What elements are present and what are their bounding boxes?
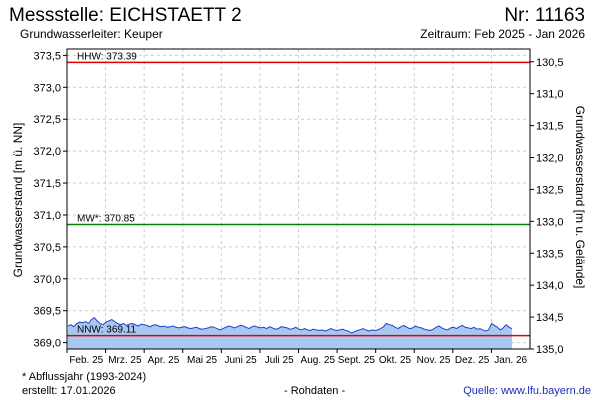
left-tick-label: 372,0: [33, 146, 61, 158]
right-tick-label: 132,5: [536, 184, 564, 196]
period-label: Zeitraum: Feb 2025 - Jan 2026: [420, 27, 585, 41]
right-tick-label: 132,0: [536, 153, 564, 165]
right-tick-label: 130,5: [536, 57, 564, 69]
x-tick-label: Aug. 25: [301, 355, 336, 366]
reference-lines: HHW: 373.39 MW*: 370.85 NNW: 369.11: [67, 51, 530, 337]
left-tick-label: 371,5: [33, 178, 61, 190]
level-area: [68, 317, 512, 349]
data-state-label: - Rohdaten -: [284, 385, 346, 397]
right-tick-label: 133,5: [536, 248, 564, 260]
right-tick-label: 134,0: [536, 280, 564, 292]
level-line: [67, 317, 513, 334]
x-tick-label: Apr. 25: [148, 355, 180, 366]
x-tick-label: Nov. 25: [417, 355, 451, 366]
left-tick-label: 369,5: [33, 306, 61, 318]
source-label: Quelle:: [463, 385, 499, 397]
left-tick-label: 370,5: [33, 242, 61, 254]
right-tick-label: 131,5: [536, 121, 564, 133]
x-tick-label: Juli 25: [265, 355, 294, 366]
grid: [67, 49, 530, 349]
left-tick-label: 372,5: [33, 114, 61, 126]
y-axis-label-left: Grundwasserstand [m ü. NN]: [11, 123, 25, 278]
right-tick-label: 131,0: [536, 89, 564, 101]
y-axis-label-right: Grundwasserstand [m u. Gelände]: [573, 106, 587, 289]
reference-line-label: NNW: 369.11: [77, 325, 137, 336]
x-tick-label: Feb. 25: [69, 355, 103, 366]
station-title: Messstelle: EICHSTAETT 2: [9, 5, 242, 26]
x-tick-label: Mrz. 25: [108, 355, 142, 366]
axes: 373,5 373,0 372,5 372,0 371,5 371,0 370,5 370,0…: [33, 48, 564, 366]
x-tick-label: Jan. 26: [494, 355, 527, 366]
x-tick-label: Mai 25: [187, 355, 217, 366]
x-tick-label: Juni 25: [225, 355, 258, 366]
right-tick-label: 134,5: [536, 312, 564, 324]
plot-frame: [66, 48, 531, 350]
source-link[interactable]: www.lfu.bayern.de: [501, 385, 591, 397]
x-tick-label: Okt. 25: [379, 355, 412, 366]
left-tick-label: 369,0: [33, 338, 61, 350]
created-date: erstellt: 17.01.2026: [22, 385, 116, 397]
reference-line-label: MW*: 370.85: [77, 214, 135, 225]
left-tick-label: 371,0: [33, 210, 61, 222]
footnote: * Abflussjahr (1993-2024): [22, 371, 147, 383]
left-tick-label: 370,0: [33, 274, 61, 286]
left-tick-label: 373,5: [33, 50, 61, 62]
left-tick-label: 373,0: [33, 82, 61, 94]
source-block: Quelle: www.lfu.bayern.de: [463, 385, 591, 397]
data-area: [67, 317, 513, 349]
station-number: Nr: 11163: [504, 5, 585, 26]
x-tick-label: Sept. 25: [338, 355, 376, 366]
right-tick-label: 135,0: [536, 344, 564, 356]
x-tick-label: Dez. 25: [455, 355, 490, 366]
aquifer-label: Grundwasserleiter: Keuper: [20, 27, 163, 41]
reference-line-label: HHW: 373.39: [77, 51, 137, 62]
right-tick-label: 133,0: [536, 216, 564, 228]
